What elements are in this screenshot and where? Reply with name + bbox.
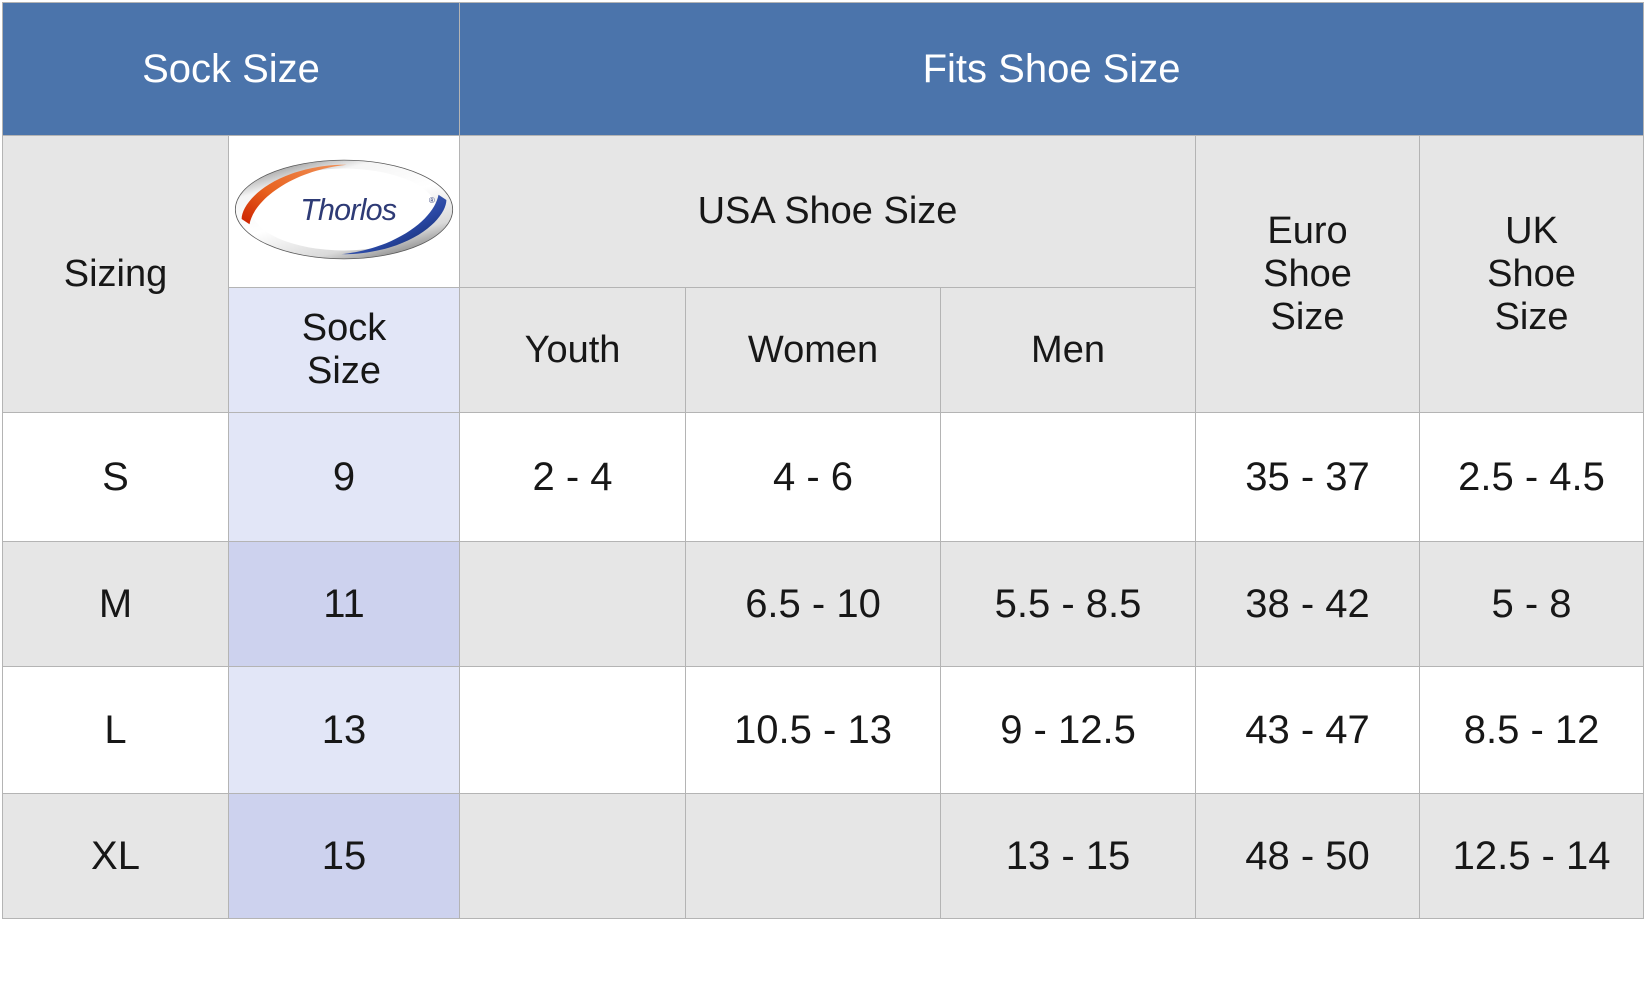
svg-text:®: ® <box>429 196 435 205</box>
svg-text:Thorlos: Thorlos <box>300 193 397 227</box>
